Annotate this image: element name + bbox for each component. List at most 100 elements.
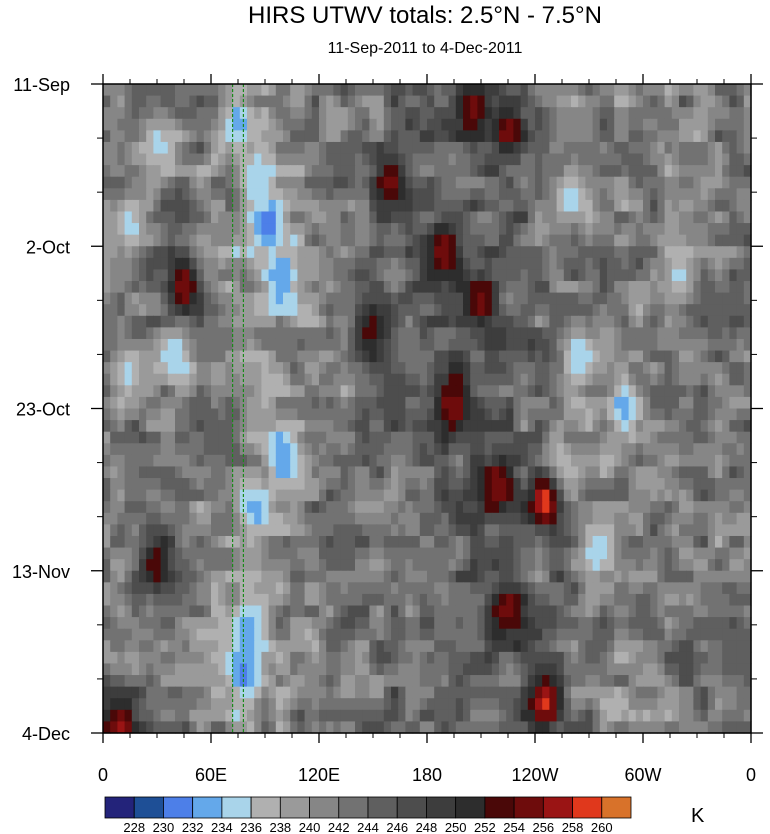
heatmap-cell — [455, 304, 464, 317]
heatmap-cell — [513, 651, 522, 665]
heatmap-cell — [599, 130, 608, 143]
heatmap-cell — [146, 257, 154, 271]
heatmap-cell — [455, 617, 464, 630]
heatmap-cell — [664, 686, 673, 699]
heatmap-cell — [225, 721, 234, 734]
heatmap-cell — [175, 84, 183, 97]
heatmap-cell — [448, 269, 457, 282]
heatmap-cell — [477, 304, 486, 317]
heatmap-cell — [527, 350, 536, 363]
heatmap-cell — [527, 188, 536, 201]
heatmap-cell — [614, 234, 622, 247]
heatmap-cell — [290, 165, 298, 178]
heatmap-cell — [218, 141, 226, 155]
heatmap-cell — [563, 501, 572, 514]
heatmap-cell — [247, 628, 255, 641]
heatmap-cell — [412, 721, 421, 734]
heatmap-cell — [189, 130, 198, 143]
heatmap-cell — [707, 512, 716, 525]
heatmap-cell — [218, 582, 226, 595]
heatmap-cell — [556, 84, 565, 97]
heatmap-cell — [542, 698, 550, 711]
heatmap-cell — [700, 570, 709, 583]
heatmap-cell — [175, 257, 183, 271]
heatmap-cell — [160, 524, 169, 537]
heatmap-cell — [513, 396, 522, 410]
heatmap-cell — [355, 466, 363, 479]
heatmap-cell — [643, 408, 651, 421]
heatmap-cell — [203, 385, 212, 398]
heatmap-cell — [722, 593, 730, 607]
heatmap-cell — [376, 188, 385, 201]
heatmap-cell — [326, 396, 334, 410]
heatmap-cell — [290, 454, 298, 468]
heatmap-cell — [139, 338, 147, 352]
heatmap-cell — [722, 501, 730, 514]
heatmap-cell — [499, 420, 507, 433]
heatmap-cell — [297, 617, 306, 630]
heatmap-cell — [427, 640, 435, 653]
heatmap-cell — [167, 489, 176, 502]
heatmap-cell — [311, 165, 320, 178]
heatmap-cell — [715, 211, 723, 224]
heatmap-cell — [621, 420, 630, 433]
heatmap-cell — [657, 501, 666, 514]
heatmap-cell — [153, 362, 162, 375]
heatmap-cell — [715, 651, 723, 665]
heatmap-cell — [722, 454, 730, 468]
heatmap-cell — [621, 257, 630, 271]
heatmap-cell — [247, 362, 255, 375]
heatmap-cell — [218, 547, 226, 560]
heatmap-cell — [434, 396, 442, 410]
heatmap-cell — [693, 524, 702, 537]
heatmap-cell — [499, 199, 507, 213]
heatmap-cell — [376, 698, 385, 711]
heatmap-cell — [556, 559, 565, 572]
heatmap-cell — [679, 489, 687, 502]
heatmap-cell — [347, 153, 356, 166]
heatmap-cell — [369, 141, 378, 155]
heatmap-cell — [729, 304, 738, 317]
heatmap-cell — [707, 281, 716, 294]
heatmap-cell — [131, 489, 140, 502]
heatmap-cell — [470, 489, 478, 502]
heatmap-cell — [103, 501, 111, 514]
heatmap-cell — [463, 141, 471, 155]
heatmap-cell — [124, 118, 133, 131]
heatmap-cell — [686, 269, 694, 282]
heatmap-cell — [715, 234, 723, 247]
heatmap-cell — [297, 165, 306, 178]
heatmap-cell — [355, 246, 363, 259]
heatmap-cell — [563, 269, 572, 282]
heatmap-cell — [743, 153, 752, 166]
heatmap-cell — [355, 338, 363, 352]
heatmap-cell — [405, 547, 414, 560]
heatmap-cell — [326, 489, 334, 502]
heatmap-cell — [297, 663, 306, 676]
heatmap-cell — [715, 628, 723, 641]
heatmap-cell — [542, 593, 550, 607]
heatmap-cell — [232, 466, 241, 479]
heatmap-cell — [196, 107, 205, 120]
heatmap-cell — [319, 246, 327, 259]
heatmap-cell — [621, 489, 630, 502]
heatmap-cell — [326, 292, 334, 305]
heatmap-cell — [247, 570, 255, 583]
heatmap-cell — [333, 524, 342, 537]
heatmap-cell — [383, 501, 392, 514]
heatmap-cell — [153, 373, 162, 386]
heatmap-cell — [297, 547, 306, 560]
heatmap-cell — [743, 501, 752, 514]
heatmap-cell — [499, 211, 507, 224]
heatmap-cell — [427, 582, 435, 595]
heatmap-cell — [736, 466, 745, 479]
heatmap-cell — [463, 223, 471, 236]
heatmap-cell — [362, 478, 370, 491]
heatmap-cell — [268, 257, 277, 271]
heatmap-cell — [657, 304, 666, 317]
heatmap-cell — [607, 570, 615, 583]
heatmap-cell — [283, 501, 291, 514]
heatmap-cell — [124, 338, 133, 352]
heatmap-cell — [261, 130, 270, 143]
heatmap-cell — [477, 141, 486, 155]
